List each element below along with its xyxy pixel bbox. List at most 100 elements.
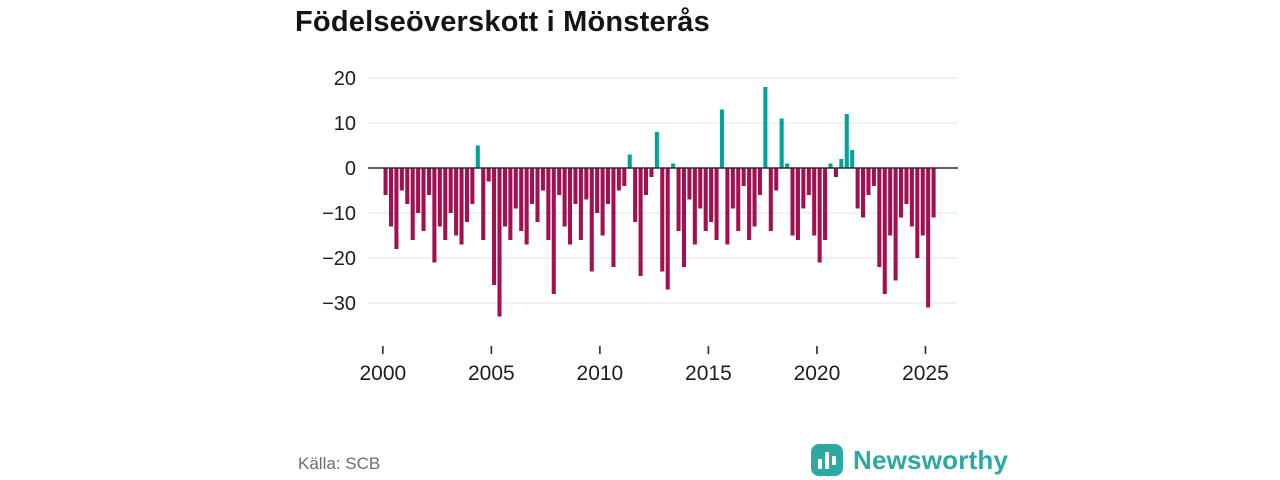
bar — [470, 168, 475, 204]
bar — [839, 159, 844, 168]
bar — [513, 168, 518, 209]
bar — [801, 168, 806, 209]
bar — [405, 168, 410, 204]
bar — [861, 168, 866, 218]
bar — [785, 163, 790, 168]
bar — [909, 168, 914, 227]
bar — [643, 168, 649, 195]
bar — [757, 168, 762, 195]
bar — [649, 168, 654, 177]
newsworthy-icon — [811, 444, 843, 476]
bar — [557, 168, 562, 195]
bar — [904, 168, 909, 204]
bar — [926, 168, 931, 308]
bar — [931, 168, 936, 218]
y-tick-label: −20 — [322, 248, 356, 270]
bar — [638, 168, 643, 276]
bar — [600, 168, 605, 236]
bar — [388, 168, 394, 227]
y-tick-label: 20 — [334, 68, 356, 90]
bar — [844, 114, 849, 168]
bar — [611, 168, 616, 267]
bar — [687, 168, 692, 200]
bar — [508, 168, 513, 240]
x-tick-label: 2015 — [685, 362, 732, 385]
source-label: Källa: SCB — [298, 454, 381, 473]
bar — [502, 168, 507, 227]
bar — [530, 168, 535, 204]
bar — [855, 168, 860, 209]
bar — [605, 168, 611, 204]
bar — [752, 168, 757, 227]
bar — [481, 168, 486, 240]
bar — [768, 168, 773, 231]
bar — [497, 168, 502, 317]
bar — [448, 168, 453, 213]
bar — [394, 168, 399, 249]
bar — [833, 168, 838, 177]
bar — [410, 168, 415, 240]
y-tick-label: −10 — [322, 203, 356, 225]
bar — [654, 132, 659, 168]
bar — [432, 168, 437, 263]
bar — [589, 168, 594, 272]
bar — [763, 87, 768, 168]
bar — [540, 168, 545, 191]
bar — [676, 168, 681, 231]
x-tick-label: 2010 — [577, 362, 624, 385]
x-tick-label: 2000 — [359, 362, 406, 385]
bar — [660, 168, 665, 272]
bar — [806, 168, 811, 195]
bar — [665, 168, 670, 290]
bar — [893, 168, 898, 281]
bar — [627, 154, 632, 168]
bar — [681, 168, 687, 267]
bar — [871, 168, 876, 186]
bar — [464, 168, 469, 222]
bar — [779, 118, 784, 168]
bar — [421, 168, 426, 231]
x-tick-label: 2025 — [902, 362, 949, 385]
bar — [709, 168, 714, 222]
bar — [812, 168, 817, 236]
bar — [719, 109, 725, 168]
bar — [595, 168, 600, 213]
bar — [741, 168, 746, 186]
y-tick-label: −30 — [322, 293, 356, 315]
bar — [898, 168, 904, 218]
bar — [698, 168, 703, 209]
bar — [486, 168, 491, 182]
x-tick-label: 2005 — [468, 362, 515, 385]
bar — [671, 163, 676, 168]
newsworthy-logo: Newsworthy — [810, 443, 1008, 477]
bar — [443, 168, 448, 240]
bar — [551, 168, 556, 294]
bar — [546, 168, 551, 240]
bar — [877, 168, 882, 267]
bar — [747, 168, 752, 240]
bar — [622, 168, 627, 186]
bar — [725, 168, 730, 245]
bar — [736, 168, 741, 231]
bar — [535, 168, 540, 222]
bar — [774, 168, 779, 191]
bar — [454, 168, 459, 236]
bar — [866, 168, 871, 195]
bar — [578, 168, 583, 240]
bar — [828, 163, 833, 168]
bar — [562, 168, 567, 227]
bar — [616, 168, 621, 191]
bar — [823, 168, 828, 240]
bar — [399, 168, 404, 191]
bar — [692, 168, 697, 245]
bar — [730, 168, 735, 209]
bar — [459, 168, 464, 245]
bar — [519, 168, 524, 231]
bar — [383, 168, 388, 195]
bar — [714, 168, 719, 240]
bar — [633, 168, 638, 222]
y-tick-label: 0 — [345, 158, 356, 180]
chart-title: Födelseöverskott i Mönsterås — [295, 6, 710, 38]
